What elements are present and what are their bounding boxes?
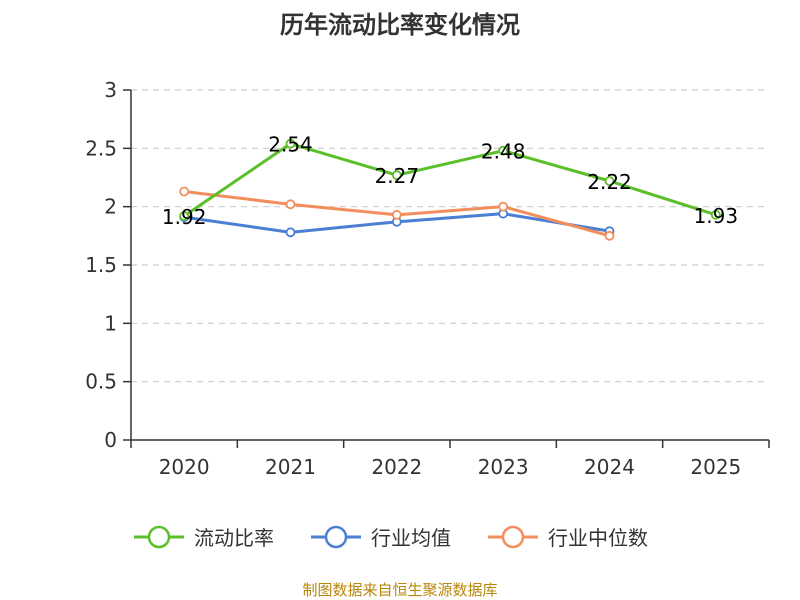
legend-marker [501,525,525,549]
legend-label: 行业均值 [371,526,451,550]
x-tick-label: 2020 [159,455,210,479]
y-axis-ticks: 0 0.5 1 1.5 2 2.5 3 [85,78,117,452]
y-tick-label: 3 [104,78,117,102]
x-tick-label: 2023 [478,455,529,479]
x-tick-label: 2021 [265,455,316,479]
axes [123,89,770,448]
y-tick-label: 2 [104,195,117,219]
legend: 流动比率 行业均值 行业中位数 [134,525,648,550]
data-point-0-1 [285,138,296,149]
y-tick-label: 1.5 [85,253,117,277]
x-tick-label: 2022 [371,455,422,479]
data-point-2-4 [604,230,615,241]
chart-title: 历年流动比率变化情况 [280,11,520,39]
y-tick-label: 2.5 [85,136,117,160]
legend-label: 流动比率 [194,526,274,550]
y-tick-label: 1 [104,311,117,335]
data-point-0-2 [391,170,402,181]
data-label: 2.22 [587,170,632,194]
data-point-2-0 [179,186,190,197]
data-point-0-0 [179,211,190,221]
data-point-2-3 [498,201,509,212]
data-point-0-5 [710,209,721,220]
data-point-1-1 [285,227,296,238]
legend-label: 行业中位数 [548,526,648,550]
data-label: 1.92 [162,205,207,229]
x-axis-ticks: 2020 2021 2022 2023 2024 2025 [159,455,742,479]
data-label: 1.93 [694,204,739,228]
data-point-0-3 [498,145,509,156]
source-note: 制图数据来自恒生聚源数据库 [302,581,497,599]
grid-lines [131,89,769,383]
data-point-2-2 [391,209,402,220]
x-tick-label: 2025 [690,455,741,479]
data-labels: 1.92 2.54 2.27 2.48 2.22 1.93 [162,133,738,229]
series-line-0 [183,142,717,218]
series-lines [183,142,717,238]
x-tick-label: 2024 [584,455,635,479]
y-tick-label: 0.5 [85,370,117,394]
data-label: 2.48 [481,140,526,164]
series-points [179,138,721,241]
data-label: 2.27 [375,164,420,188]
data-point-2-1 [285,199,296,210]
y-tick-label: 0 [104,428,117,452]
data-label: 2.54 [268,133,313,157]
legend-marker [324,525,348,549]
data-point-0-4 [604,176,615,186]
legend-marker [147,525,171,549]
